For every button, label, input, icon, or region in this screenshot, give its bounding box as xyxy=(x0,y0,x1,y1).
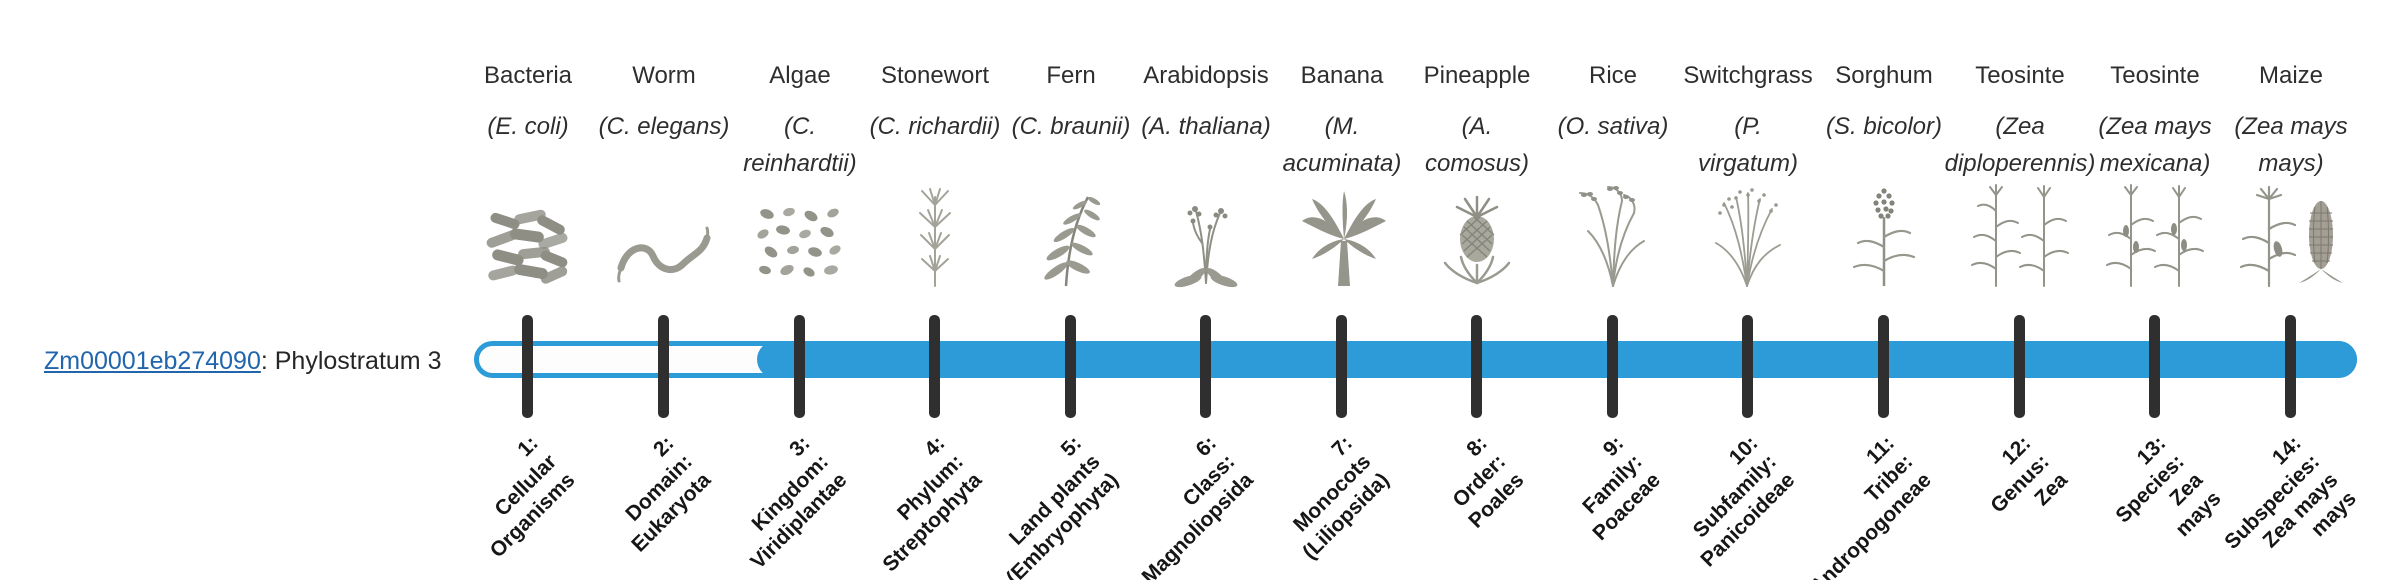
gene-id-link[interactable]: Zm00001eb274090 xyxy=(44,347,261,375)
species-common-name: Pineapple xyxy=(1423,62,1531,89)
species-common-name: Arabidopsis xyxy=(1143,62,1269,89)
species-scientific-name: (Zea diploperennis) xyxy=(1944,113,2096,177)
species-scientific-name: (E. coli) xyxy=(487,113,569,140)
phylostrata-bar-fill xyxy=(757,341,2357,378)
species-scientific-name: (C. braunii) xyxy=(1011,113,1131,140)
species-scientific-name: (A. thaliana) xyxy=(1141,113,1271,140)
species-common-name: Algae xyxy=(769,62,831,89)
species-scientific-name: (M. acuminata) xyxy=(1282,113,1402,177)
algae-illustration xyxy=(738,176,862,288)
species-scientific-name: (S. bicolor) xyxy=(1825,113,1943,140)
phylostratum-label: 12: Genus: Zea xyxy=(1985,431,2072,518)
species-common-name: Maize xyxy=(2258,62,2324,89)
phylostratum-tick xyxy=(2285,315,2296,418)
species-common-name: Teosinte xyxy=(2110,62,2200,89)
species-common-name: Worm xyxy=(632,62,696,89)
phylostratum-tick xyxy=(1742,315,1753,418)
species-common-name: Banana xyxy=(1300,62,1384,89)
rice-illustration xyxy=(1551,176,1675,288)
phylostratum-label: 7: Monocots (Liliopsida) xyxy=(1288,431,1394,564)
species-common-name: Switchgrass xyxy=(1683,62,1813,89)
species-scientific-name: (C. reinhardtii) xyxy=(743,113,857,177)
fern-illustration xyxy=(1009,176,1133,288)
phylostratum-label: 4: Phylum: Streptophyta xyxy=(878,431,987,577)
phylostratum-tick xyxy=(522,315,533,418)
phylostratum-tick xyxy=(2149,315,2160,418)
phylostratum-label: 13: Species: Zea mays xyxy=(2111,431,2226,542)
bacteria-illustration xyxy=(466,176,590,288)
species-common-name: Fern xyxy=(1046,62,1096,89)
phylostratum-label: 6: Class: Magnoliopsida xyxy=(1137,431,1258,580)
phylostratum-tick xyxy=(2014,315,2025,418)
sorghum-illustration xyxy=(1822,176,1946,288)
phylostratum-label: 9: Family: Poaceae xyxy=(1578,431,1665,546)
phylostratum-label: 14: Subspecies: Zea mays mays xyxy=(2220,431,2362,554)
phylostratum-label: 2: Domain: Eukaryota xyxy=(621,431,716,557)
phylostratum-tick xyxy=(1200,315,1211,418)
pineapple-illustration xyxy=(1415,176,1539,288)
phylostratum-label: 11: Tribe: Andropogoneae xyxy=(1805,431,1936,580)
species-common-name: Rice xyxy=(1588,62,1637,89)
species-common-name: Stonewort xyxy=(880,62,990,89)
phylostratum-tick xyxy=(1336,315,1347,418)
species-scientific-name: (C. elegans) xyxy=(598,113,730,140)
stonewort-illustration xyxy=(873,176,997,288)
phylostratum-tick xyxy=(794,315,805,418)
phylostratum-tick xyxy=(1471,315,1482,418)
maize-illustration xyxy=(2229,176,2353,288)
switchgrass-illustration xyxy=(1686,176,1810,288)
species-scientific-name: (O. sativa) xyxy=(1557,113,1669,140)
phylostratum-tick xyxy=(1065,315,1076,418)
phylostratum-label: 5: Land plants (Embryophyta) xyxy=(1001,431,1123,580)
phylostratum-label: 3: Kingdom: Viridiplantae xyxy=(746,431,852,574)
species-common-name: Sorghum xyxy=(1835,62,1933,89)
phylostratum-tick xyxy=(929,315,940,418)
species-scientific-name: (P. virgatum) xyxy=(1697,113,1799,177)
banana-illustration xyxy=(1280,176,1404,288)
species-common-name: Teosinte xyxy=(1975,62,2065,89)
gene-label: Zm00001eb274090: Phylostratum 3 xyxy=(44,347,442,376)
phylostratum-label: 1: Cellular Organisms xyxy=(485,431,580,563)
arabidopsis-illustration xyxy=(1144,176,1268,288)
species-common-name: Bacteria xyxy=(483,62,573,89)
gene-phylostratum-text: : Phylostratum 3 xyxy=(260,347,442,375)
species-scientific-name: (C. richardii) xyxy=(869,113,1001,140)
teosinte-mexicana-illustration xyxy=(2093,176,2217,288)
species-scientific-name: (Zea mays mexicana) xyxy=(2098,113,2212,177)
phylostratum-tick xyxy=(1878,315,1889,418)
teosinte-diploperennis-illustration xyxy=(1958,176,2082,288)
phylostratum-label: 8: Order: Poales xyxy=(1448,431,1529,533)
worm-illustration xyxy=(602,176,726,288)
phylostratum-tick xyxy=(658,315,669,418)
species-scientific-name: (A. comosus) xyxy=(1424,113,1530,177)
species-scientific-name: (Zea mays mays) xyxy=(2234,113,2348,177)
phylostratum-tick xyxy=(1607,315,1618,418)
